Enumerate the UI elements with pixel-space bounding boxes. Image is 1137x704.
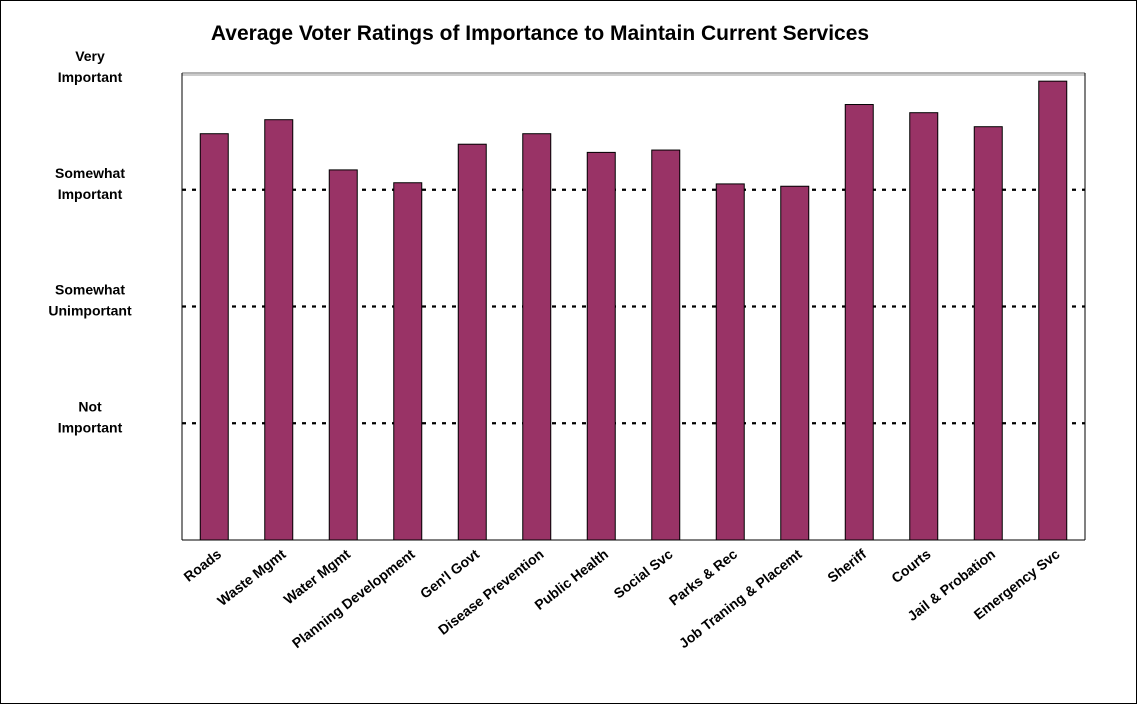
bar [393,182,423,541]
x-tick-label: Disease Prevention [435,546,547,638]
y-tick-label: Somewhat Unimportant [48,282,132,319]
bar [586,151,616,541]
y-tick-label: Somewhat Important [55,165,125,202]
x-tick-label: Planning Development [289,546,418,652]
bar [973,126,1003,541]
x-tick-label: Sheriff [824,546,869,586]
bar [780,185,810,541]
bar [909,112,939,541]
chart-title: Average Voter Ratings of Importance to M… [210,22,870,45]
bar [457,143,487,541]
bars [199,80,1068,541]
y-tick-label: Not Important [58,398,123,435]
bar [199,133,229,541]
x-tick-label: Social Svc [611,546,676,602]
bar [522,133,552,541]
gridlines [182,72,1085,425]
bar [328,169,358,541]
axes [181,73,1086,541]
bar [715,183,745,541]
x-tick-label: Courts [888,546,934,587]
y-tick-labels: Not Important Somewhat Unimportant Somewhat I… [48,48,132,435]
bar [1038,80,1068,541]
x-tick-label: Roads [181,546,225,585]
x-tick-label: Waste Mgmt [214,546,289,609]
bar [844,104,874,541]
bar [651,149,681,541]
x-tick-label: Job Traning & Placemt [676,546,805,652]
x-tick-label: Gen'l Govt [417,546,482,602]
bar [264,119,294,541]
y-tick-label: Very Important [58,48,123,85]
